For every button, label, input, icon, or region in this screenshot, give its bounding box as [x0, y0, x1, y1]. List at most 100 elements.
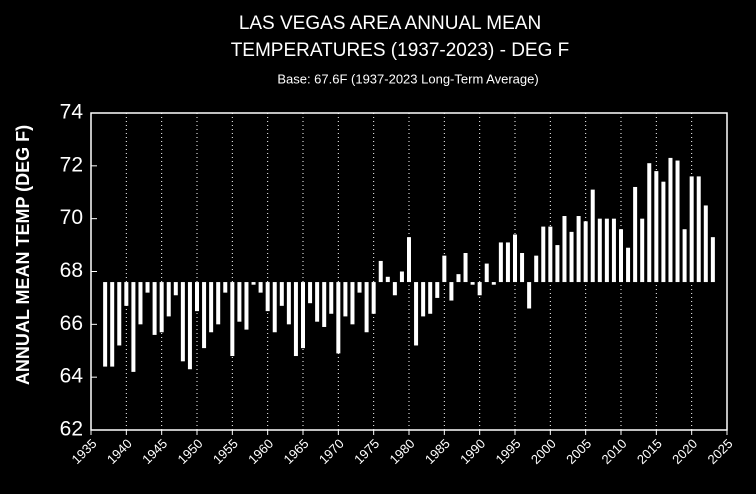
bar	[548, 226, 553, 283]
x-tick-label: 2010	[598, 436, 629, 467]
x-tick-label: 1935	[68, 436, 99, 467]
bar	[230, 282, 235, 357]
bar	[251, 282, 256, 285]
bar	[654, 171, 659, 283]
bar	[223, 282, 228, 293]
bar	[428, 282, 433, 314]
bar	[385, 276, 390, 283]
bar	[103, 282, 108, 367]
x-tick-label: 1980	[386, 436, 417, 467]
bar	[682, 229, 687, 283]
x-tick-label: 2025	[704, 436, 735, 467]
x-tick-label: 1995	[492, 436, 523, 467]
bar	[117, 282, 122, 346]
x-tick-label: 2005	[563, 436, 594, 467]
bar	[640, 218, 645, 283]
bar	[477, 282, 482, 296]
bar	[272, 282, 277, 333]
bar	[378, 260, 383, 283]
bar	[470, 282, 475, 285]
bar	[562, 216, 567, 283]
x-tick-label: 2000	[528, 436, 559, 467]
bar	[187, 282, 192, 370]
bar	[463, 253, 468, 283]
bar	[407, 237, 411, 283]
bar	[138, 282, 143, 325]
x-tick-label: 1955	[210, 436, 241, 467]
x-tick-label: 1975	[351, 436, 382, 467]
bar	[244, 282, 249, 330]
x-tick-label: 1950	[174, 436, 205, 467]
bar	[456, 274, 461, 283]
bar	[668, 157, 673, 283]
y-tick-label: 72	[60, 153, 83, 176]
bar	[491, 282, 496, 285]
chart-title: TEMPERATURES (1937-2023) - DEG F	[231, 40, 570, 61]
bar	[343, 282, 348, 317]
bar	[484, 263, 489, 283]
bar	[505, 242, 510, 283]
bar	[173, 282, 178, 296]
y-tick-label: 66	[60, 312, 83, 335]
chart-subtitle: Base: 67.6F (1937-2023 Long-Term Average…	[277, 71, 538, 86]
bar	[569, 231, 574, 283]
y-tick-label: 70	[60, 206, 83, 229]
x-tick-label: 1985	[422, 436, 453, 467]
x-tick-label: 1965	[280, 436, 311, 467]
x-tick-label: 2020	[669, 436, 700, 467]
bar	[265, 282, 270, 312]
bar	[534, 255, 539, 283]
bar	[513, 234, 517, 283]
bar	[661, 181, 666, 283]
bar	[131, 282, 136, 372]
bar	[364, 282, 369, 333]
bar	[209, 282, 214, 333]
x-tick-label: 1960	[245, 436, 276, 467]
bar	[357, 282, 362, 293]
bar	[279, 282, 284, 306]
bar	[611, 218, 616, 283]
bar	[498, 242, 503, 283]
bar	[180, 282, 185, 362]
bar	[392, 282, 397, 296]
bar	[527, 282, 532, 309]
bar	[710, 237, 715, 283]
bar	[583, 221, 588, 283]
bar	[696, 176, 701, 283]
x-tick-label: 1970	[316, 436, 347, 467]
bar	[604, 218, 609, 283]
bar	[675, 160, 680, 283]
bar	[449, 282, 454, 301]
bar	[237, 282, 242, 322]
y-tick-label: 62	[60, 418, 83, 441]
bar	[555, 245, 560, 283]
bar	[435, 282, 440, 298]
bar	[145, 282, 150, 293]
bar	[258, 282, 263, 293]
bar	[293, 282, 298, 357]
bar	[371, 282, 376, 314]
bar	[159, 282, 164, 333]
bar	[619, 229, 623, 283]
bar	[216, 282, 221, 325]
x-tick-label: 2015	[634, 436, 665, 467]
bar	[399, 271, 404, 283]
y-tick-label: 74	[60, 101, 84, 124]
y-tick-label: 64	[60, 365, 84, 388]
bar	[202, 282, 207, 349]
bar	[336, 282, 341, 354]
x-tick-label: 1990	[457, 436, 488, 467]
chart-title: LAS VEGAS AREA ANNUAL MEAN	[239, 13, 541, 34]
bar	[152, 282, 157, 335]
x-tick-label: 1940	[104, 436, 135, 467]
bar	[520, 253, 525, 283]
bar	[626, 247, 631, 283]
bar	[590, 189, 595, 283]
bar	[442, 255, 447, 283]
y-tick-label: 68	[60, 259, 83, 282]
x-tick-label: 1945	[139, 436, 170, 467]
bar	[703, 205, 708, 283]
y-axis-label: ANNUAL MEAN TEMP (DEG F)	[13, 125, 33, 385]
bar	[322, 282, 327, 327]
